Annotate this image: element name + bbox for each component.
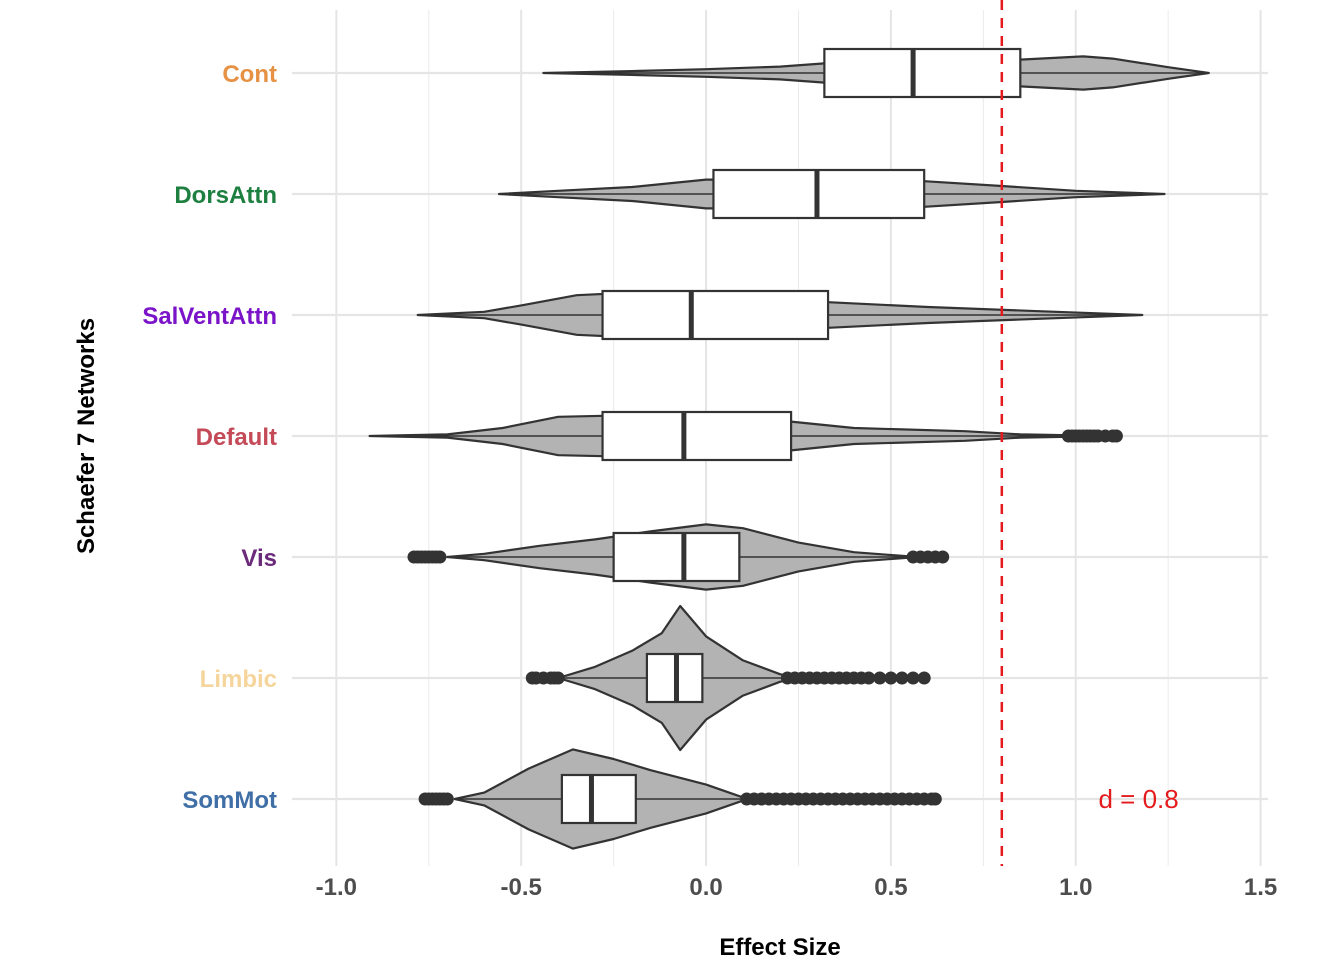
box bbox=[612, 531, 741, 583]
category-label: Default bbox=[196, 424, 277, 451]
reference-annotation: d = 0.8 bbox=[1098, 784, 1178, 814]
outlier-point bbox=[862, 671, 876, 685]
outlier-point bbox=[433, 550, 447, 564]
x-tick-label: 1.5 bbox=[1244, 874, 1277, 901]
outlier-point bbox=[917, 671, 931, 685]
axis-layer: -1.0 -0.5 0.0 0.5 1.0 1.5 Cont DorsAttn SalVentA… bbox=[142, 61, 1277, 901]
box bbox=[601, 289, 830, 341]
category-label: Vis bbox=[241, 545, 277, 572]
category-label: Cont bbox=[222, 61, 277, 88]
category-label: DorsAttn bbox=[174, 182, 277, 209]
x-tick-label: -1.0 bbox=[316, 874, 357, 901]
box bbox=[823, 47, 1022, 99]
outlier-point bbox=[440, 792, 454, 806]
outlier-point bbox=[936, 550, 950, 564]
outlier-point bbox=[928, 792, 942, 806]
box bbox=[601, 410, 793, 462]
x-tick-label: 1.0 bbox=[1059, 874, 1092, 901]
outlier-point bbox=[895, 671, 909, 685]
box bbox=[560, 773, 637, 825]
category-label: Limbic bbox=[200, 666, 277, 693]
outlier-point bbox=[884, 671, 898, 685]
category-label: SalVentAttn bbox=[142, 303, 277, 330]
outlier-point bbox=[1109, 429, 1123, 443]
outlier-point bbox=[906, 671, 920, 685]
outlier-point bbox=[873, 671, 887, 685]
x-tick-label: 0.5 bbox=[874, 874, 907, 901]
data-layer bbox=[368, 47, 1210, 850]
outlier-point bbox=[551, 671, 565, 685]
x-tick-label: 0.0 bbox=[689, 874, 722, 901]
category-label: SomMot bbox=[182, 787, 277, 814]
x-tick-label: -0.5 bbox=[501, 874, 542, 901]
y-axis-title: Schaefer 7 Networks bbox=[73, 318, 100, 554]
x-axis-title: Effect Size bbox=[719, 934, 840, 960]
